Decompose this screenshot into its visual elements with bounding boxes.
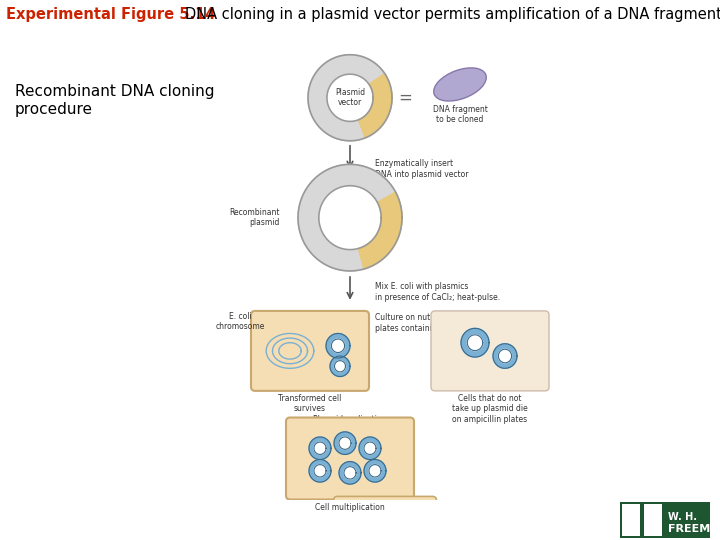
Text: Cell multiplication: Cell multiplication xyxy=(315,503,385,511)
Text: Edition: Edition xyxy=(272,512,314,522)
Polygon shape xyxy=(286,519,304,537)
Polygon shape xyxy=(359,73,392,138)
Polygon shape xyxy=(339,462,361,484)
Polygon shape xyxy=(326,334,350,358)
Polygon shape xyxy=(461,328,489,357)
Polygon shape xyxy=(381,509,399,527)
Polygon shape xyxy=(466,519,484,537)
Text: th: th xyxy=(265,512,274,521)
FancyBboxPatch shape xyxy=(286,525,394,540)
FancyBboxPatch shape xyxy=(251,311,369,391)
Polygon shape xyxy=(309,437,331,460)
Polygon shape xyxy=(319,186,381,249)
Polygon shape xyxy=(330,356,350,376)
Text: Lodish et al.: Lodish et al. xyxy=(8,524,76,534)
Polygon shape xyxy=(439,523,457,540)
Text: Experimental Figure 5.14: Experimental Figure 5.14 xyxy=(6,6,215,22)
FancyBboxPatch shape xyxy=(238,507,341,540)
Text: W. H.: W. H. xyxy=(668,512,697,522)
Polygon shape xyxy=(339,437,351,449)
Polygon shape xyxy=(354,513,372,531)
Polygon shape xyxy=(483,531,501,540)
Text: Cells that do not
take up plasmid die
on ampicillin plates: Cells that do not take up plasmid die on… xyxy=(452,394,528,424)
Text: DNA cloning in a plasmid vector permits amplification of a DNA fragment.: DNA cloning in a plasmid vector permits … xyxy=(185,6,720,22)
Text: Plasmid
vector: Plasmid vector xyxy=(335,88,365,107)
Polygon shape xyxy=(385,513,395,523)
Polygon shape xyxy=(467,335,482,350)
Polygon shape xyxy=(334,432,356,454)
Polygon shape xyxy=(487,536,497,540)
Polygon shape xyxy=(398,521,416,539)
Text: Recombinant
plasmid: Recombinant plasmid xyxy=(230,208,280,227)
Bar xyxy=(622,503,640,536)
Text: Transformed cell
survives: Transformed cell survives xyxy=(279,394,342,413)
Polygon shape xyxy=(336,537,354,540)
Polygon shape xyxy=(358,517,368,527)
Polygon shape xyxy=(344,467,356,479)
Polygon shape xyxy=(493,344,517,368)
Polygon shape xyxy=(365,536,375,540)
Polygon shape xyxy=(308,55,392,141)
Polygon shape xyxy=(498,349,512,363)
Polygon shape xyxy=(443,527,453,537)
Polygon shape xyxy=(361,531,379,540)
Polygon shape xyxy=(259,523,277,540)
Polygon shape xyxy=(290,523,300,534)
Polygon shape xyxy=(359,192,402,269)
FancyBboxPatch shape xyxy=(620,502,710,538)
Polygon shape xyxy=(298,164,402,271)
Text: DNA fragment
to be cloned: DNA fragment to be cloned xyxy=(433,105,487,124)
Text: Plasmid replication: Plasmid replication xyxy=(313,415,387,424)
Polygon shape xyxy=(309,460,331,482)
Polygon shape xyxy=(314,464,326,477)
Polygon shape xyxy=(402,525,412,535)
Polygon shape xyxy=(303,531,321,540)
Text: E. coli
chromosome: E. coli chromosome xyxy=(215,312,265,332)
FancyBboxPatch shape xyxy=(286,417,414,500)
Polygon shape xyxy=(364,442,376,455)
Polygon shape xyxy=(359,437,381,460)
Polygon shape xyxy=(327,74,373,122)
Text: Copyright © 2013 by W. H. Freeman and Company: Copyright © 2013 by W. H. Freeman and Co… xyxy=(230,517,513,527)
Polygon shape xyxy=(314,442,326,455)
Polygon shape xyxy=(307,536,317,540)
Polygon shape xyxy=(369,464,381,477)
Bar xyxy=(644,503,662,536)
Text: Mix E. coli with plasmics
in presence of CaCl₂; heat-pulse.

Culture on nutrient: Mix E. coli with plasmics in presence of… xyxy=(375,282,500,333)
Polygon shape xyxy=(470,523,480,534)
Polygon shape xyxy=(331,339,345,353)
FancyBboxPatch shape xyxy=(431,311,549,391)
Ellipse shape xyxy=(433,68,486,101)
Text: FREEMAN: FREEMAN xyxy=(668,524,720,534)
Polygon shape xyxy=(335,361,346,372)
Text: Molecular Cell Biology, 7: Molecular Cell Biology, 7 xyxy=(8,512,145,522)
FancyBboxPatch shape xyxy=(333,496,436,540)
Text: =: = xyxy=(398,89,412,107)
FancyBboxPatch shape xyxy=(418,507,521,540)
Text: Recombinant DNA cloning
procedure: Recombinant DNA cloning procedure xyxy=(15,84,215,117)
Text: Enzymatically insert
DNA into plasmid vector: Enzymatically insert DNA into plasmid ve… xyxy=(375,159,469,179)
Polygon shape xyxy=(263,527,273,537)
Polygon shape xyxy=(364,460,386,482)
